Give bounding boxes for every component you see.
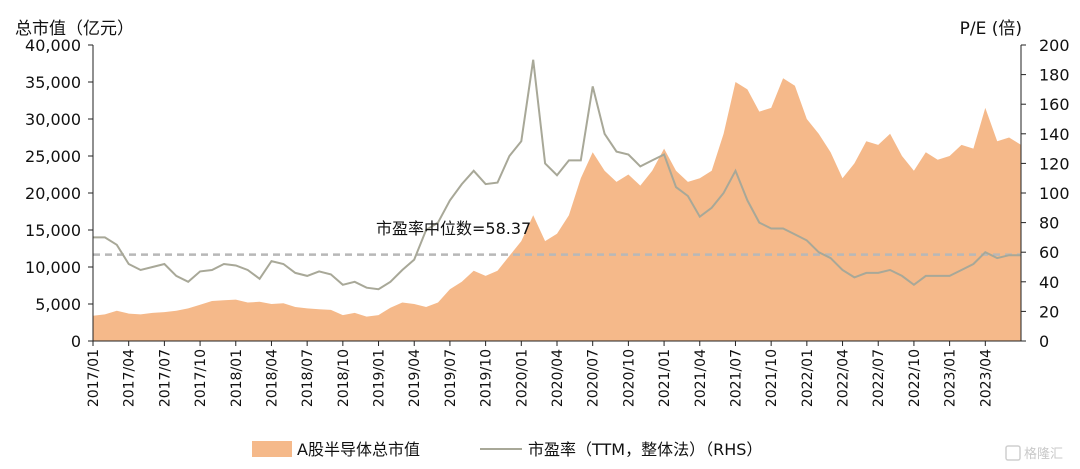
x-tick-label: 2022/07 xyxy=(871,349,887,407)
right-y-ticks: 0 20 40 60 80 100 120 140 160 180 200 xyxy=(1021,36,1070,351)
right-tick-label: 180 xyxy=(1039,66,1070,85)
left-axis-title: 总市值（亿元） xyxy=(15,19,134,39)
left-tick-label: 20,000 xyxy=(25,184,81,203)
x-tick-label: 2019/10 xyxy=(479,349,495,407)
right-axis-title: P/E (倍) xyxy=(960,19,1022,39)
x-tick-label: 2021/04 xyxy=(693,349,709,407)
right-tick-label: 100 xyxy=(1039,184,1070,203)
x-tick-label: 2020/04 xyxy=(550,349,566,407)
x-tick-label: 2022/01 xyxy=(800,349,816,407)
right-tick-label: 200 xyxy=(1039,36,1070,55)
market-cap-area-layer xyxy=(93,78,1021,342)
x-tick-label: 2019/01 xyxy=(372,349,388,407)
x-tick-label: 2018/07 xyxy=(300,349,316,407)
left-tick-label: 5,000 xyxy=(35,295,81,314)
pe-ratio-line xyxy=(93,59,1021,291)
legend-area-swatch xyxy=(252,441,292,457)
right-tick-label: 80 xyxy=(1039,214,1059,233)
legend-line-label: 市盈率（TTM，整体法）（RHS） xyxy=(528,440,762,459)
watermark-logo-icon xyxy=(1005,445,1021,461)
x-tick-label: 2017/04 xyxy=(122,349,138,407)
x-tick-label: 2022/10 xyxy=(907,349,923,407)
left-tick-label: 15,000 xyxy=(25,221,81,240)
x-tick-label: 2021/07 xyxy=(728,349,744,407)
left-tick-label: 35,000 xyxy=(25,73,81,92)
x-tick-label: 2020/01 xyxy=(514,349,530,407)
x-tick-label: 2020/10 xyxy=(621,349,637,407)
x-tick-label: 2021/10 xyxy=(764,349,780,407)
x-tick-label: 2019/04 xyxy=(407,349,423,407)
x-tick-label: 2017/01 xyxy=(86,349,102,407)
x-tick-label: 2019/07 xyxy=(443,349,459,407)
pe-line-layer xyxy=(93,59,1021,291)
x-ticks: 2017/01 2017/04 2017/07 2017/10 2018/01 2018/… xyxy=(86,341,994,407)
right-tick-label: 0 xyxy=(1039,332,1049,351)
median-annotation: 市盈率中位数=58.37 xyxy=(376,219,531,238)
x-tick-label: 2023/04 xyxy=(978,349,994,407)
left-tick-label: 25,000 xyxy=(25,147,81,166)
x-tick-label: 2023/01 xyxy=(943,349,959,407)
x-tick-label: 2018/04 xyxy=(264,349,280,407)
left-tick-label: 40,000 xyxy=(25,36,81,55)
right-tick-label: 60 xyxy=(1039,243,1059,262)
legend-area-label: A股半导体总市值 xyxy=(297,440,420,459)
x-tick-label: 2022/04 xyxy=(836,349,852,407)
right-tick-label: 160 xyxy=(1039,95,1070,114)
left-tick-label: 0 xyxy=(71,332,81,351)
left-tick-label: 10,000 xyxy=(25,258,81,277)
right-tick-label: 20 xyxy=(1039,302,1059,321)
right-tick-label: 120 xyxy=(1039,154,1070,173)
x-tick-label: 2018/01 xyxy=(229,349,245,407)
x-tick-label: 2017/10 xyxy=(193,349,209,407)
left-y-ticks: 0 5,000 10,000 15,000 20,000 25,000 30,000 35,0… xyxy=(25,36,93,351)
right-tick-label: 140 xyxy=(1039,125,1070,144)
x-tick-label: 2020/07 xyxy=(586,349,602,407)
x-tick-label: 2021/01 xyxy=(657,349,673,407)
legend: A股半导体总市值 市盈率（TTM，整体法）（RHS） xyxy=(252,440,762,459)
left-tick-label: 30,000 xyxy=(25,110,81,129)
x-tick-label: 2017/07 xyxy=(157,349,173,407)
x-tick-label: 2018/10 xyxy=(336,349,352,407)
watermark-text: 格隆汇 xyxy=(1024,446,1063,462)
right-tick-label: 40 xyxy=(1039,273,1059,292)
watermark: 格隆汇 xyxy=(1005,445,1063,462)
market-cap-area xyxy=(93,78,1021,342)
